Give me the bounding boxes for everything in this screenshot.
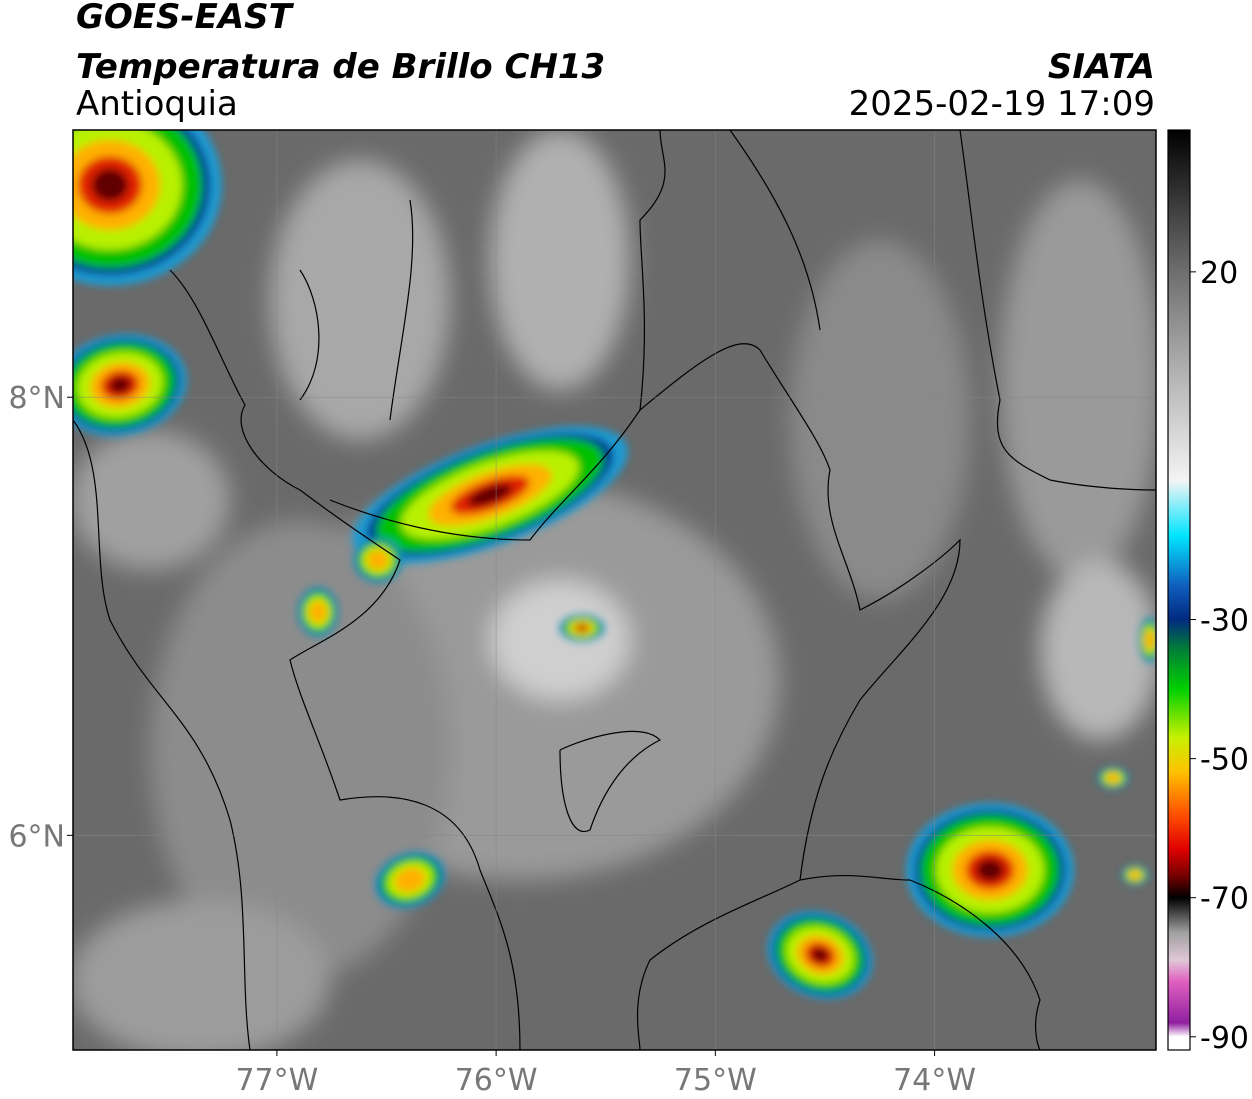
storm-cell: [73, 334, 187, 436]
colorbar: [1168, 129, 1190, 1050]
storm-cell: [1097, 766, 1129, 790]
map-frame: [72, 129, 1157, 1051]
product-title: Temperatura de Brillo CH13: [76, 47, 605, 87]
borders: [73, 130, 1156, 1050]
storm-ring: [976, 859, 1004, 881]
storm-ring: [367, 550, 389, 570]
storm-cell: [297, 587, 339, 637]
satellite: GOES-EAST: [76, 0, 295, 37]
x-tick-label: 74°W: [893, 1063, 976, 1098]
storm-ring: [1106, 773, 1120, 783]
region: Antioquia: [76, 84, 238, 124]
storm-cell: [906, 802, 1074, 938]
source: SIATA: [1048, 47, 1155, 87]
storm-ring: [394, 867, 426, 893]
map: [73, 130, 1156, 1050]
storm-cell: [1138, 617, 1156, 663]
storm-cell: [375, 851, 445, 909]
storm-ring: [92, 168, 128, 202]
storm-cell: [767, 910, 873, 1000]
storm-cell: [353, 537, 403, 583]
storm-cell: [352, 426, 628, 564]
colorbar-tick-label: -50: [1200, 743, 1249, 778]
storm-ring: [1145, 630, 1155, 650]
storm-cell: [559, 614, 605, 642]
storm-ring: [109, 376, 131, 394]
storm-ring: [309, 601, 327, 623]
colorbar-frame: [1167, 129, 1191, 1051]
colorbar-tick-label: -70: [1200, 882, 1249, 917]
datetime: 2025-02-19 17:09: [849, 84, 1155, 124]
colorbar-tick-label: 20: [1200, 256, 1238, 291]
x-tick-label: 76°W: [455, 1063, 538, 1098]
storm-cell: [1121, 864, 1149, 886]
storm-cells: [73, 130, 1156, 1000]
colorbar-tick-label: -30: [1200, 604, 1249, 639]
x-tick-label: 77°W: [235, 1063, 318, 1098]
clouds: [73, 130, 1156, 1050]
storm-cell: [73, 130, 222, 286]
storm-ring: [811, 947, 829, 963]
storm-ring: [1129, 870, 1141, 880]
storm-ring: [467, 483, 513, 507]
storm-ring: [578, 625, 586, 631]
colorbar-tick-label: -90: [1200, 1021, 1249, 1056]
colorbar-fill: [1168, 130, 1190, 1050]
y-tick-label: 6°N: [8, 819, 65, 854]
x-tick-label: 75°W: [674, 1063, 757, 1098]
y-tick-label: 8°N: [8, 381, 65, 416]
